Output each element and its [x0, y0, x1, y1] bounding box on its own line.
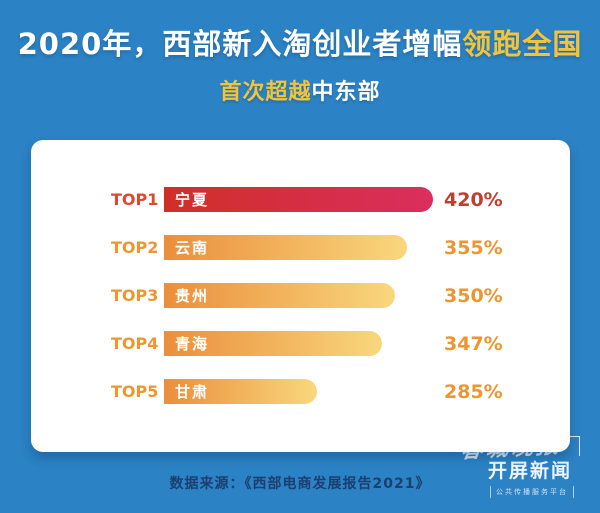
value-bar: 云南: [164, 235, 407, 260]
value-label: 355%: [444, 236, 503, 259]
chart-row: TOP1 宁夏 420%: [111, 187, 570, 212]
footer: 数据来源：《西部电商发展报告2021》: [0, 473, 600, 493]
chart-row: TOP2 云南 355%: [111, 235, 570, 260]
value-bar: 贵州: [164, 283, 395, 308]
value-label: 350%: [444, 284, 503, 307]
rank-label: TOP2: [111, 238, 159, 257]
value-bar: 宁夏: [164, 187, 433, 212]
bar-track: 云南: [164, 235, 442, 260]
rank-label: TOP1: [111, 190, 159, 209]
bar-chart: TOP1 宁夏 420% TOP2 云南 355% TOP3 贵州 350% TOP4 青海 347%…: [111, 187, 570, 404]
rank-label: TOP3: [111, 286, 159, 305]
title-highlight: 领跑全国: [462, 27, 583, 61]
rank-label: TOP5: [111, 382, 159, 401]
page-subtitle: 首次超越中东部: [0, 74, 600, 106]
bar-track: 青海: [164, 331, 442, 356]
value-label: 347%: [444, 332, 503, 355]
chart-card: TOP1 宁夏 420% TOP2 云南 355% TOP3 贵州 350% TOP4 青海 347%…: [31, 140, 570, 452]
title-main: 2020年，西部新入淘创业者增幅: [17, 27, 463, 61]
province-label: 宁夏: [175, 191, 210, 209]
watermark-tagline: 公共传播服务平台: [490, 486, 574, 498]
header: 2020年，西部新入淘创业者增幅领跑全国 首次超越中东部: [0, 0, 600, 106]
value-label: 285%: [444, 380, 503, 403]
chart-row: TOP4 青海 347%: [111, 331, 570, 356]
province-label: 云南: [175, 239, 210, 257]
bar-track: 宁夏: [164, 187, 442, 212]
watermark-brand-text: 开屏新闻: [487, 460, 572, 482]
value-bar: 青海: [164, 331, 382, 356]
watermark-corner-bracket-icon: [564, 436, 580, 456]
value-label: 420%: [444, 188, 503, 211]
province-label: 青海: [175, 335, 210, 353]
rank-label: TOP4: [111, 334, 159, 353]
value-bar: 甘肃: [164, 379, 317, 404]
watermark-logo: 春城晚报 开屏新闻 公共传播服务平台: [434, 424, 584, 506]
chart-row: TOP5 甘肃 285%: [111, 379, 570, 404]
province-label: 甘肃: [175, 383, 210, 401]
subtitle-highlight: 首次超越: [219, 80, 312, 106]
subtitle-main: 中东部: [311, 80, 381, 106]
bar-track: 贵州: [164, 283, 442, 308]
page-title: 2020年，西部新入淘创业者增幅领跑全国: [0, 27, 600, 61]
bar-track: 甘肃: [164, 379, 442, 404]
chart-row: TOP3 贵州 350%: [111, 283, 570, 308]
province-label: 贵州: [175, 287, 210, 305]
data-source-text: 数据来源：《西部电商发展报告2021》: [169, 476, 431, 492]
